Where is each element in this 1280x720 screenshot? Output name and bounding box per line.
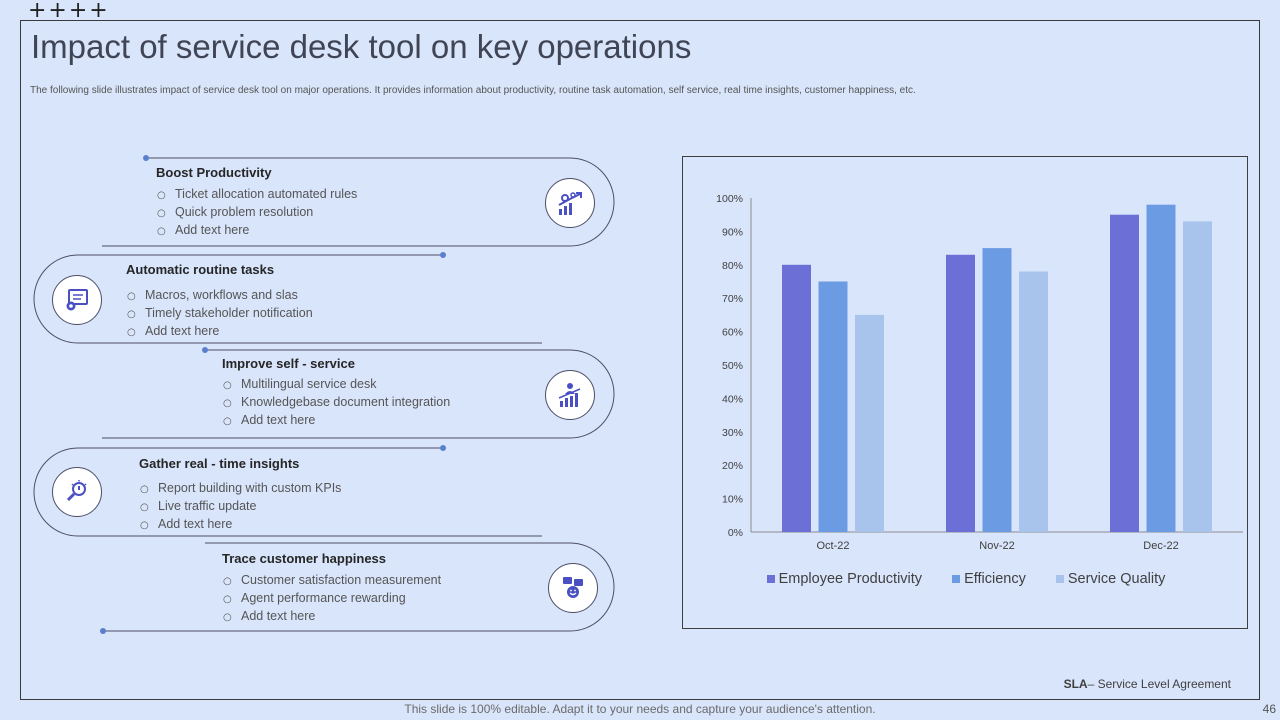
item-bullets-boost-productivity: ○ Ticket allocation automated rules ○ Quic…	[157, 186, 357, 240]
footnote-abbr: SLA	[1063, 677, 1088, 691]
timeline-dot	[440, 252, 446, 258]
connector-path-5	[103, 542, 615, 632]
list-item: ○ Live traffic update	[140, 499, 257, 513]
legend-item-service-quality: Service Quality	[1055, 571, 1166, 587]
item-bullets-trace-customer-happiness: ○ Customer satisfaction measurement ○ Agen…	[223, 572, 441, 626]
list-item: ○ Macros, workflows and slas	[127, 288, 298, 302]
list-item: ○ Add text here	[223, 609, 316, 623]
operations-timeline: Boost Productivity ○ Ticket allocation au…	[33, 155, 615, 634]
bar-efficiency-oct-22	[818, 281, 848, 532]
list-item: ○ Knowledgebase document integration	[223, 395, 451, 409]
legend-label: Efficiency	[964, 571, 1026, 587]
connector-path-3	[102, 349, 615, 439]
legend-swatch	[766, 575, 775, 583]
item-title-automatic-routine-tasks: Automatic routine tasks	[126, 262, 275, 277]
slide-title: Impact of service desk tool on key opera…	[31, 28, 692, 65]
legend-item-efficiency: Efficiency	[952, 571, 1026, 587]
list-item: ○ Add text here	[127, 324, 220, 338]
bar-service-quality-nov-22	[1019, 271, 1048, 532]
legend-item-employee-productivity: Employee Productivity	[766, 571, 923, 587]
connector-path-1	[102, 157, 615, 247]
y-tick-label: 0%	[728, 527, 743, 539]
y-tick-label: 50%	[722, 360, 743, 372]
slide-frame	[20, 20, 1260, 700]
slide-subtitle: The following slide illustrates impact o…	[30, 85, 916, 96]
timeline-dot	[440, 445, 446, 451]
x-tick-label: Dec-22	[1143, 540, 1178, 552]
page-number: 46	[1262, 702, 1276, 716]
automation-monitor-icon	[52, 275, 102, 325]
bar-employee-productivity-oct-22	[782, 264, 811, 532]
y-tick-label: 40%	[722, 393, 743, 405]
y-tick-label: 100%	[716, 193, 743, 205]
list-item: ○ Ticket allocation automated rules	[157, 187, 358, 201]
y-tick-label: 90%	[722, 226, 743, 238]
bar-employee-productivity-nov-22	[946, 254, 975, 532]
chart-plot: 0% 10% 20% 30% 40% 50% 60% 70% 80% 90% 100% Oct-22 N…	[716, 193, 1243, 552]
list-item: ○ Add text here	[157, 223, 250, 237]
connector-path-2	[33, 254, 542, 344]
customer-happiness-icon	[548, 563, 598, 613]
item-bullets-gather-real-time-insights: ○ Report building with custom KPIs ○ Live …	[140, 480, 341, 534]
timeline-dot	[100, 628, 106, 634]
item-bullets-improve-self-service: ○ Multilingual service desk ○ Knowledgebas…	[223, 376, 450, 430]
operations-bar-chart: 0% 10% 20% 30% 40% 50% 60% 70% 80% 90% 100% Oct-22 N…	[682, 156, 1248, 629]
connector-path-4	[33, 447, 542, 537]
bar-efficiency-nov-22	[982, 248, 1012, 532]
item-title-trace-customer-happiness: Trace customer happiness	[222, 551, 387, 566]
y-tick-label: 20%	[722, 460, 743, 472]
productivity-gears-icon	[545, 178, 595, 228]
timeline-dot	[143, 155, 149, 161]
bar-efficiency-dec-22	[1146, 204, 1176, 532]
footnote-text: – Service Level Agreement	[1087, 677, 1231, 691]
item-title-boost-productivity: Boost Productivity	[156, 165, 272, 180]
item-title-gather-real-time-insights: Gather real - time insights	[139, 456, 300, 471]
y-tick-label: 80%	[722, 260, 743, 272]
legend-label: Service Quality	[1067, 571, 1166, 587]
bar-service-quality-dec-22	[1183, 221, 1212, 532]
y-tick-label: 60%	[722, 327, 743, 339]
timeline-dot	[202, 347, 208, 353]
decorative-plus-marks: ++++	[28, 0, 110, 23]
list-item: ○ Quick problem resolution	[157, 205, 314, 219]
legend-label: Employee Productivity	[778, 571, 923, 587]
abbreviation-footnote: SLA– Service Level Agreement	[1064, 677, 1231, 691]
bar-employee-productivity-dec-22	[1110, 214, 1139, 532]
item-title-improve-self-service: Improve self - service	[222, 356, 355, 371]
y-tick-label: 30%	[722, 427, 743, 439]
list-item: ○ Multilingual service desk	[223, 377, 377, 391]
item-bullets-automatic-routine-tasks: ○ Macros, workflows and slas ○ Timely stak…	[127, 287, 313, 341]
self-service-chart-icon	[545, 370, 595, 420]
y-tick-label: 70%	[722, 293, 743, 305]
list-item: ○ Add text here	[140, 517, 233, 531]
list-item: ○ Timely stakeholder notification	[127, 306, 313, 320]
list-item: ○ Report building with custom KPIs	[140, 481, 342, 495]
list-item: ○ Customer satisfaction measurement	[223, 573, 442, 587]
insights-bulb-icon	[52, 467, 102, 517]
bar-service-quality-oct-22	[855, 314, 884, 532]
legend-swatch	[952, 575, 961, 583]
list-item: ○ Add text here	[223, 413, 316, 427]
list-item: ○ Agent performance rewarding	[223, 591, 406, 605]
x-tick-label: Oct-22	[816, 540, 849, 552]
x-tick-label: Nov-22	[979, 540, 1014, 552]
timeline-connector-paths	[33, 155, 615, 634]
chart-legend: Employee Productivity Efficiency Service…	[683, 571, 1249, 587]
editable-note: This slide is 100% editable. Adapt it to…	[404, 702, 876, 716]
y-tick-label: 10%	[722, 494, 743, 506]
legend-swatch	[1055, 575, 1064, 583]
